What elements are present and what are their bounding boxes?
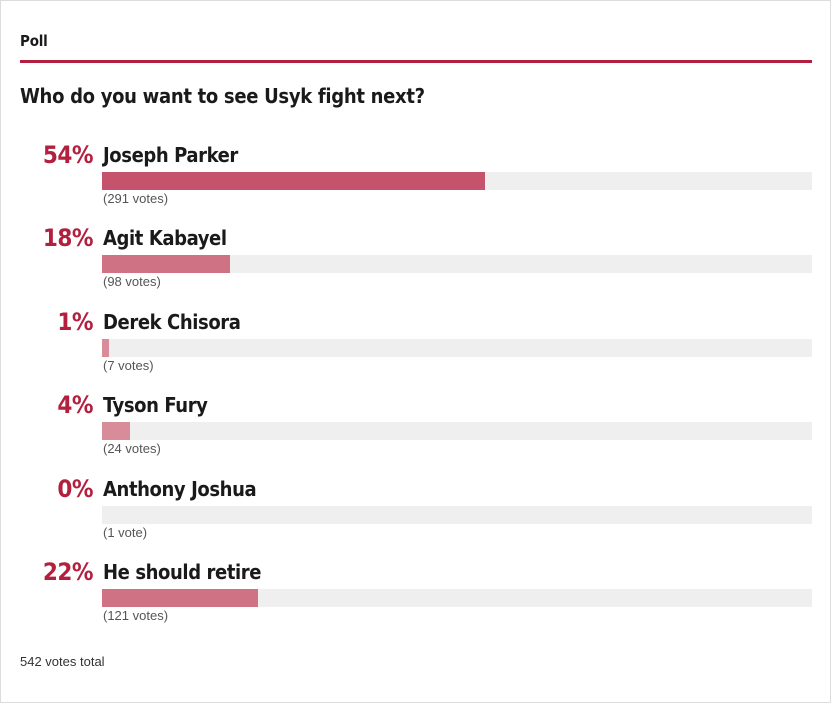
option-bar-fill [102, 422, 131, 440]
option-bar-fill [102, 172, 486, 190]
poll-label: Poll [20, 32, 48, 50]
option-name: Joseph Parker [103, 143, 238, 167]
option-name: Derek Chisora [103, 310, 241, 334]
option-votes: (1 vote) [103, 525, 148, 540]
option-percent: 0% [57, 475, 93, 503]
option-percent: 18% [42, 224, 94, 252]
option-bar-track [102, 172, 812, 190]
option-percent: 22% [42, 558, 94, 586]
option-percent: 4% [57, 391, 93, 419]
poll-option-he-should-retire[interactable]: 22% He should retire (121 votes) [0, 558, 831, 628]
option-bar-fill [102, 589, 259, 607]
votes-total: 542 votes total [20, 654, 105, 669]
option-percent: 54% [42, 141, 94, 169]
poll-option-anthony-joshua[interactable]: 0% Anthony Joshua (1 vote) [0, 475, 831, 545]
option-bar-track [102, 422, 812, 440]
poll-question: Who do you want to see Usyk fight next? [20, 84, 425, 108]
option-percent: 1% [57, 308, 93, 336]
poll-option-agit-kabayel[interactable]: 18% Agit Kabayel (98 votes) [0, 224, 831, 294]
header-divider [20, 60, 812, 63]
option-name: Agit Kabayel [103, 226, 227, 250]
option-votes: (121 votes) [103, 608, 169, 623]
option-votes: (7 votes) [103, 358, 154, 373]
option-name: He should retire [103, 560, 262, 584]
option-bar-fill [102, 339, 110, 357]
option-name: Anthony Joshua [103, 477, 257, 501]
option-votes: (291 votes) [103, 191, 169, 206]
poll-option-joseph-parker[interactable]: 54% Joseph Parker (291 votes) [0, 141, 831, 211]
poll-option-tyson-fury[interactable]: 4% Tyson Fury (24 votes) [0, 391, 831, 461]
option-votes: (98 votes) [103, 274, 161, 289]
option-name: Tyson Fury [103, 393, 208, 417]
option-bar-track [102, 339, 812, 357]
option-votes: (24 votes) [103, 441, 161, 456]
poll-option-derek-chisora[interactable]: 1% Derek Chisora (7 votes) [0, 308, 831, 378]
option-bar-fill [102, 255, 230, 273]
option-bar-track [102, 255, 812, 273]
option-bar-track [102, 506, 812, 524]
option-bar-track [102, 589, 812, 607]
